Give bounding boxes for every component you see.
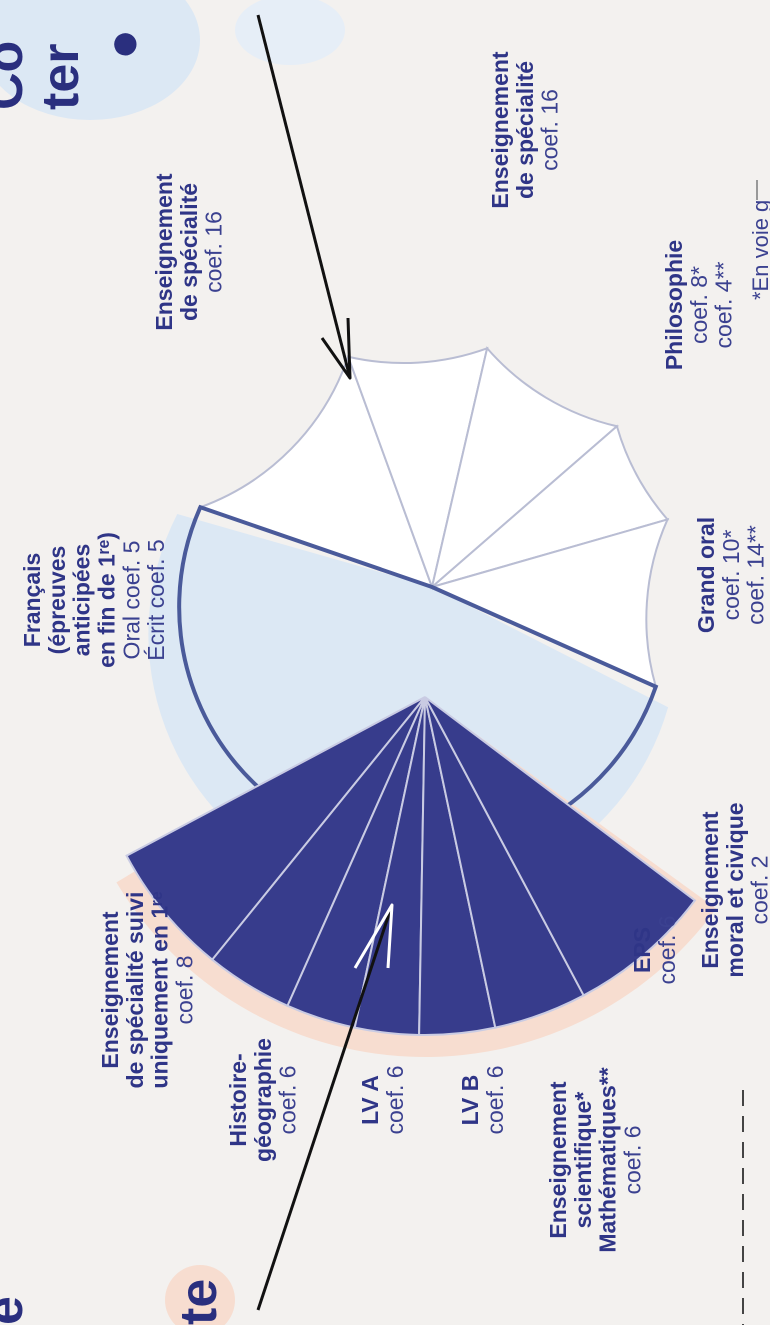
label-title-line: Histoire- [225, 1053, 251, 1146]
label-title-line: moral et civique [722, 802, 748, 977]
label-title-line: Grand oral [693, 517, 719, 633]
label-lva-text: LV Acoef. 6 [357, 1065, 408, 1134]
label-title-line: en fin de 1ʳᵉ) [94, 532, 120, 668]
label-detail-line: coef. 4** [711, 261, 737, 348]
label-detail-line: coef. 16 [201, 211, 227, 293]
label-ens-scientifique: Enseignementscientifique*Mathématiques**… [545, 1067, 646, 1252]
label-detail-line: Écrit coef. 5 [143, 539, 169, 660]
arrow-to-final-exams [258, 15, 350, 378]
label-title-line: géographie [250, 1038, 276, 1162]
label-specialite-2-text: Enseignementde spécialitécoef. 16 [487, 51, 563, 209]
label-title-line: anticipées [69, 544, 95, 657]
label-histoire-geo: Histoire-géographiecoef. 6 [225, 1038, 301, 1162]
label-philosophie-text: Philosophiecoef. 8*coef. 4** [661, 240, 737, 370]
label-specialite-2: Enseignementde spécialitécoef. 16 [487, 51, 563, 209]
label-detail-line: coef. 14** [743, 525, 769, 625]
label-specialite-1-text: Enseignementde spécialitécoef. 16 [151, 173, 227, 331]
label-title-line: Enseignement [487, 51, 513, 209]
label-ens-scientifique-text: Enseignementscientifique*Mathématiques**… [545, 1067, 646, 1252]
label-specialite-1: Enseignementde spécialitécoef. 16 [151, 173, 227, 331]
label-detail-line: coef. 6 [275, 1065, 301, 1134]
label-title-line: Enseignement [97, 911, 123, 1069]
label-detail-line: coef. 6 [620, 1125, 646, 1194]
label-title-line: Enseignement [697, 811, 723, 969]
label-detail-line: coef. 6 [382, 1065, 408, 1134]
label-grand-oral-text: Grand oralcoef. 10*coef. 14** [693, 517, 769, 633]
label-title-line: Français [19, 553, 45, 648]
label-detail-line: coef. 2 [747, 855, 770, 924]
label-histoire-geo-text: Histoire-géographiecoef. 6 [225, 1038, 301, 1162]
label-title-line: (épreuves [44, 546, 70, 655]
label-detail-line: coef. 8 [172, 955, 198, 1024]
label-lvb-text: LV Bcoef. 6 [457, 1065, 508, 1134]
label-title-line: de spécialité [176, 183, 202, 321]
label-francais: Français(épreuvesanticipéesen fin de 1ʳᵉ… [19, 532, 169, 668]
label-title-line: Enseignement [545, 1081, 571, 1239]
label-detail-line: coef. 16 [537, 89, 563, 171]
label-title-line: LV B [457, 1075, 483, 1126]
label-title-line: scientifique* [570, 1092, 596, 1229]
label-francais-text: Français(épreuvesanticipéesen fin de 1ʳᵉ… [19, 532, 169, 668]
label-philosophie: Philosophiecoef. 8*coef. 4** [661, 240, 737, 370]
label-title-line: EPS [629, 927, 655, 973]
heading-top-marker: ● [94, 29, 152, 60]
label-detail-line: coef. 6 [654, 915, 680, 984]
label-detail-line: Oral coef. 5 [118, 541, 144, 660]
label-title-line: de spécialité [512, 61, 538, 199]
label-emc-text: Enseignementmoral et civiquecoef. 2 [697, 802, 770, 977]
label-detail-line: coef. 8* [686, 266, 712, 344]
top-blob-2 [235, 0, 345, 65]
label-title-line: Mathématiques** [595, 1067, 621, 1252]
footnote-text: *En voie g [748, 200, 770, 300]
label-lvb: LV Bcoef. 6 [457, 1065, 508, 1134]
label-title-line: uniquement en 1ʳᵉ [147, 891, 173, 1089]
label-title-line: LV A [357, 1075, 383, 1125]
heading-bottom-line1: e [0, 1296, 34, 1325]
label-title-line: Philosophie [661, 240, 687, 370]
label-detail-line: coef. 10* [718, 530, 744, 621]
label-lva: LV Acoef. 6 [357, 1065, 408, 1134]
label-title-line: Enseignement [151, 173, 177, 331]
label-title-line: de spécialité suivi [122, 892, 148, 1089]
label-grand-oral: Grand oralcoef. 10*coef. 14** [693, 517, 769, 633]
heading-top-line1: Co [0, 41, 34, 110]
label-emc: Enseignementmoral et civiquecoef. 2 [697, 802, 770, 977]
label-detail-line: coef. 6 [482, 1065, 508, 1134]
heading-bottom-line2: te [170, 1279, 228, 1325]
heading-top-line2: ter [32, 44, 90, 110]
